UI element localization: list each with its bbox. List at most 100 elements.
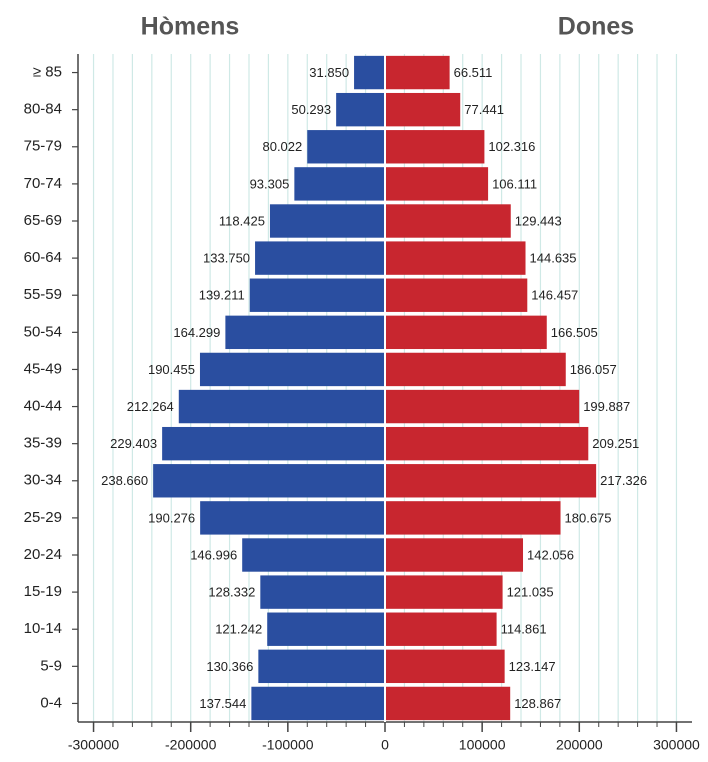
value-label: 121.035 <box>507 585 554 600</box>
bar <box>385 686 511 721</box>
left-title: Hòmens <box>141 13 240 41</box>
bar <box>385 55 450 90</box>
bar <box>178 389 385 424</box>
value-label: 199.887 <box>583 399 630 414</box>
bar <box>385 538 524 572</box>
category-label: 75-79 <box>24 138 62 155</box>
value-label: 212.264 <box>127 399 174 414</box>
x-tick-label: 100000 <box>459 737 506 753</box>
bar <box>255 241 385 275</box>
category-label: 70-74 <box>24 175 62 192</box>
value-label: 129.443 <box>515 213 562 228</box>
value-label: 146.996 <box>190 547 237 562</box>
value-label: 31.850 <box>309 65 349 80</box>
value-label: 217.326 <box>600 473 647 488</box>
value-label: 114.861 <box>501 622 547 637</box>
value-label: 118.425 <box>219 213 265 228</box>
bar <box>162 426 385 461</box>
bar <box>385 315 547 350</box>
value-label: 106.111 <box>492 176 537 191</box>
value-label: 186.057 <box>570 362 617 377</box>
category-label: 35-39 <box>24 435 62 452</box>
right-title: Dones <box>558 13 634 41</box>
bar <box>385 389 580 424</box>
value-label: 164.299 <box>173 325 220 340</box>
category-label: 0-4 <box>40 694 62 711</box>
bar <box>385 352 566 387</box>
x-tick-label: 300000 <box>653 737 700 753</box>
value-label: 190.455 <box>148 362 195 377</box>
bar <box>260 575 385 609</box>
value-label: 102.316 <box>488 139 535 154</box>
bar <box>336 92 385 127</box>
category-label: 65-69 <box>24 212 62 229</box>
category-label: 20-24 <box>24 546 62 563</box>
value-label: 238.660 <box>101 473 148 488</box>
category-label: 50-54 <box>24 323 62 340</box>
bar <box>385 464 597 498</box>
bar <box>385 92 461 127</box>
bar <box>153 464 385 498</box>
bar <box>385 204 511 238</box>
x-tick-label: 0 <box>381 737 389 753</box>
category-label: 40-44 <box>24 398 62 415</box>
category-label: 45-49 <box>24 360 62 377</box>
value-label: 93.305 <box>250 176 290 191</box>
bar <box>294 167 385 201</box>
value-label: 130.366 <box>206 659 253 674</box>
bar <box>385 649 505 684</box>
bar <box>385 167 489 201</box>
value-label: 128.332 <box>208 585 255 600</box>
x-tick-label: 200000 <box>556 737 603 753</box>
category-label: 80-84 <box>24 101 62 118</box>
value-label: 50.293 <box>291 102 331 117</box>
value-label: 80.022 <box>262 139 302 154</box>
value-label: 133.750 <box>203 251 250 266</box>
x-tick-label: -300000 <box>68 737 120 753</box>
x-tick-label: -200000 <box>165 737 217 753</box>
value-label: 180.675 <box>565 510 612 525</box>
category-label: 55-59 <box>24 286 62 303</box>
category-label: 60-64 <box>24 249 62 266</box>
category-label: 5-9 <box>40 657 62 674</box>
bar <box>385 241 526 275</box>
bar <box>258 649 385 684</box>
value-label: 166.505 <box>551 325 598 340</box>
value-label: 229.403 <box>110 436 157 451</box>
value-label: 142.056 <box>527 547 574 562</box>
bar <box>269 204 385 238</box>
value-label: 123.147 <box>509 659 556 674</box>
bar <box>354 55 385 90</box>
bar <box>225 315 385 350</box>
value-label: 139.211 <box>199 288 245 303</box>
category-label: 10-14 <box>24 620 62 637</box>
value-label: 146.457 <box>531 288 578 303</box>
value-label: 137.544 <box>199 696 246 711</box>
value-label: 128.867 <box>514 696 561 711</box>
x-tick-label: -100000 <box>262 737 314 753</box>
value-label: 190.276 <box>148 510 195 525</box>
value-label: 77.441 <box>464 102 504 117</box>
bar <box>251 686 385 721</box>
bar <box>267 612 385 646</box>
bar <box>249 278 385 312</box>
bar <box>385 501 561 535</box>
category-label: 25-29 <box>24 509 62 526</box>
bar <box>385 575 503 609</box>
bar <box>385 130 485 164</box>
category-label: ≥ 85 <box>33 64 62 81</box>
category-label: 15-19 <box>24 583 62 600</box>
bar <box>307 130 385 164</box>
bar <box>199 352 385 387</box>
value-label: 209.251 <box>592 436 639 451</box>
value-label: 66.511 <box>454 65 493 80</box>
bar <box>385 612 497 646</box>
category-label: 30-34 <box>24 472 62 489</box>
bar <box>242 538 385 572</box>
value-label: 121.242 <box>215 622 262 637</box>
bar <box>385 426 589 461</box>
value-label: 144.635 <box>530 251 577 266</box>
bar <box>385 278 528 312</box>
bar <box>200 501 385 535</box>
